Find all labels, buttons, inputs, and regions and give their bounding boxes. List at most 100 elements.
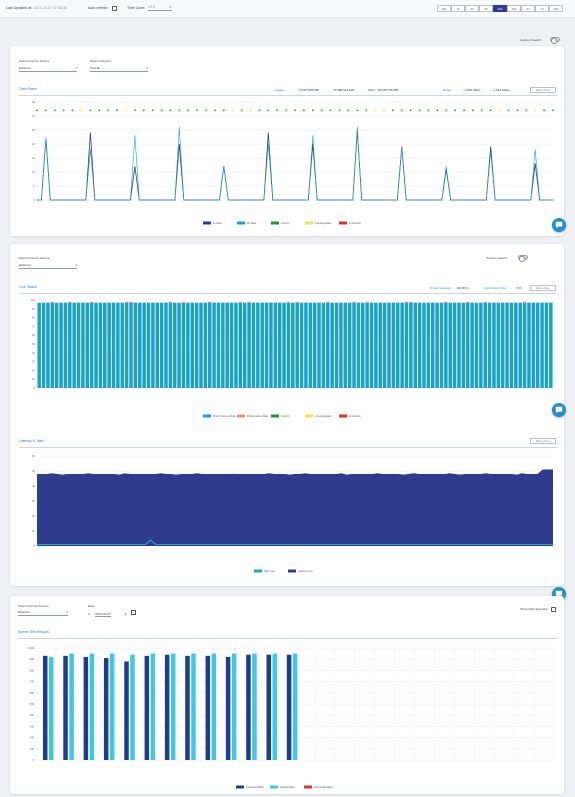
data-point — [85, 199, 87, 201]
link-status-point — [534, 109, 537, 112]
raw-extender-checkbox[interactable] — [551, 606, 556, 612]
data-point — [525, 199, 527, 201]
y-tick-label: 30 — [32, 114, 35, 118]
legend-swatch — [236, 785, 244, 789]
bar-probe-failure — [89, 301, 94, 303]
chevron-down-icon: ▾ — [75, 263, 77, 267]
custom-search-toggle-2[interactable] — [518, 255, 528, 262]
chat-button[interactable] — [552, 218, 566, 232]
bar-probe-success — [549, 302, 553, 388]
data-point — [552, 199, 554, 201]
last-updated-value: 2023-03-07 07:58:39 — [33, 6, 67, 10]
bar-download — [246, 654, 251, 760]
data-point — [330, 199, 331, 201]
bar-probe-success — [299, 302, 304, 388]
link-status-point — [267, 109, 270, 112]
data-point — [187, 199, 189, 201]
bar-probe-failure — [483, 301, 487, 303]
bar-probe-success — [527, 302, 531, 388]
probe-success-label: Probe Success: — [430, 286, 452, 290]
date-prev-button[interactable]: ◂ — [88, 612, 90, 616]
data-point — [490, 146, 492, 148]
data-point — [227, 199, 229, 201]
link-status-point — [196, 109, 199, 112]
range-button-30d[interactable]: 30d — [549, 5, 563, 12]
range-button-12h[interactable]: 12h — [493, 5, 507, 12]
y-tick-label: 800 — [30, 668, 35, 672]
legend-label: Link Down — [349, 415, 361, 418]
speed-test-chart[interactable]: 0 100 200 300 400 500 600 700 800 900 1000 Download… — [18, 644, 557, 792]
range-button-6h[interactable]: 6h — [479, 5, 493, 12]
bar-probe-success — [164, 302, 168, 388]
legend-label: Probe Failure Rate — [247, 415, 269, 418]
bar-probe-success — [417, 302, 422, 388]
bar-probe-success — [369, 302, 374, 388]
data-point — [58, 199, 60, 201]
link-status-point — [62, 109, 65, 112]
data-point — [138, 199, 140, 201]
bar-probe-success — [94, 302, 98, 388]
data-rates-chart[interactable]: 0 5 10 15 20 25 30 35 Tx Rate Rx Rate Link Up Link … — [19, 98, 557, 230]
data-point — [303, 199, 305, 201]
bar-probe-failure — [352, 301, 356, 303]
bar-probe-success — [159, 302, 164, 388]
link-status-chart[interactable]: 0 10 20 30 40 50 60 70 80 90 100 Probe Success Rate… — [19, 296, 557, 422]
bar-probe-success — [168, 302, 173, 388]
data-rates-title: Data Rates — [19, 87, 37, 91]
latency-jitter-chart[interactable]: 0 10 20 30 40 50 60 Jitter (ms) Latency (ms) — [19, 452, 557, 580]
internet-source-select[interactable]: Ethernet ▾ — [19, 65, 77, 72]
link-status-point — [507, 109, 510, 112]
data-point — [281, 199, 283, 201]
link-down-value: 0 % — [516, 286, 522, 290]
range-button-3d[interactable]: 3d — [521, 5, 535, 12]
chat-button-2[interactable] — [552, 403, 566, 417]
data-point — [454, 199, 456, 201]
bar-probe-success — [146, 302, 151, 388]
y-tick-label: 35 — [32, 100, 35, 104]
reset-zoom-button-2[interactable]: Reset Zoom — [530, 285, 556, 291]
reset-zoom-button[interactable]: Reset Zoom — [530, 87, 556, 93]
auto-refresh-checkbox[interactable] — [112, 5, 117, 11]
data-point — [94, 199, 96, 201]
bar-upload — [150, 653, 156, 760]
bar-probe-success — [286, 302, 291, 388]
legend-swatch — [237, 221, 245, 225]
y-tick-label: 400 — [30, 713, 35, 717]
data-point — [41, 199, 42, 201]
y-tick-label: 30 — [32, 499, 35, 503]
data-point — [285, 199, 287, 201]
range-button-3h[interactable]: 3h — [465, 5, 479, 12]
bar-probe-success — [435, 302, 439, 388]
link-status-point — [169, 109, 172, 112]
calendar-icon[interactable] — [131, 610, 136, 615]
link-status-point — [44, 109, 47, 112]
bar-probe-success — [190, 302, 194, 388]
data-point — [361, 199, 363, 201]
bar-probe-success — [107, 302, 111, 388]
bar-probe-success — [531, 302, 536, 388]
bar-probe-success — [540, 302, 544, 388]
data-rates-card: Select Internet Source Ethernet ▾ Select … — [10, 46, 564, 236]
y-tick-label: 1000 — [28, 646, 34, 650]
date-next-button[interactable]: ▸ — [125, 612, 127, 616]
custom-search-toggle[interactable] — [550, 37, 560, 44]
range-button-7d[interactable]: 7d — [535, 5, 549, 12]
legend-label: Link Degraded — [315, 222, 332, 225]
rates-down: ↓ 1.654 Mbps — [462, 88, 481, 92]
bar-probe-success — [212, 302, 216, 388]
range-button-1h[interactable]: 1h — [451, 5, 465, 12]
internet-source-select-2[interactable]: Ethernet ▾ — [19, 262, 77, 269]
internet-source-select-4[interactable]: Ethernet ▾ — [18, 609, 68, 616]
network-select[interactable]: Overall ▾ — [90, 65, 148, 72]
data-point — [98, 199, 100, 201]
time-zone-select[interactable]: UTC ▾ — [148, 5, 172, 11]
range-button-15m[interactable]: 15m — [437, 5, 451, 12]
link-status-point — [249, 109, 252, 112]
reset-zoom-button-3[interactable]: Reset Zoom — [530, 438, 556, 444]
date-value[interactable]: 2023-03-07 — [95, 612, 111, 617]
data-point — [481, 199, 483, 201]
divider — [19, 293, 557, 294]
legend-label: Jitter (ms) — [264, 570, 275, 573]
data-point — [263, 199, 265, 201]
range-button-24h[interactable]: 24h — [507, 5, 521, 12]
